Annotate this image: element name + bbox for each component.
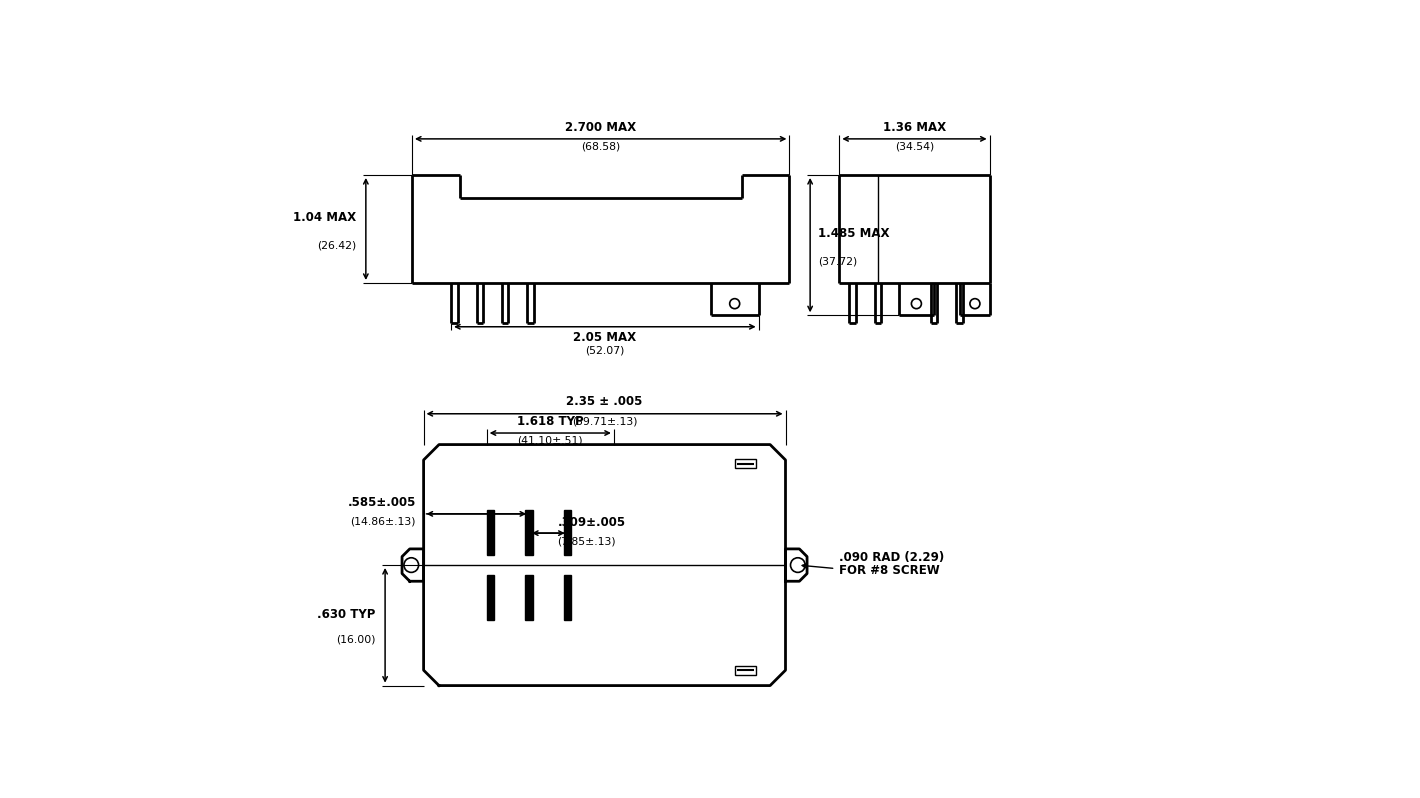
Text: .630 TYP: .630 TYP: [318, 608, 376, 621]
Text: (7.85±.13): (7.85±.13): [558, 536, 616, 546]
Text: 1.618 TYP: 1.618 TYP: [517, 416, 584, 429]
Text: 2.05 MAX: 2.05 MAX: [574, 331, 636, 345]
Bar: [487, 575, 494, 620]
Text: (52.07): (52.07): [585, 346, 625, 355]
Text: (34.54): (34.54): [895, 141, 934, 151]
Bar: [525, 575, 532, 620]
Text: (16.00): (16.00): [337, 634, 376, 645]
Text: (37.72): (37.72): [818, 257, 858, 267]
Text: 1.485 MAX: 1.485 MAX: [818, 227, 889, 239]
Text: FOR #8 SCREW: FOR #8 SCREW: [839, 564, 940, 577]
Text: (14.86±.13): (14.86±.13): [351, 517, 416, 527]
Text: 2.35 ± .005: 2.35 ± .005: [567, 395, 643, 409]
Text: .309±.005: .309±.005: [558, 516, 626, 528]
Bar: [564, 511, 571, 555]
Text: 1.04 MAX: 1.04 MAX: [294, 211, 356, 223]
Bar: [734, 666, 757, 675]
Bar: [734, 459, 757, 468]
Text: (59.71±.13): (59.71±.13): [572, 416, 638, 426]
Text: (26.42): (26.42): [317, 240, 356, 251]
Text: 2.700 MAX: 2.700 MAX: [565, 121, 636, 134]
Bar: [487, 511, 494, 555]
Text: .585±.005: .585±.005: [348, 496, 416, 509]
Text: (68.58): (68.58): [581, 141, 621, 151]
Text: (41.10±.51): (41.10±.51): [517, 436, 584, 445]
Bar: [525, 511, 532, 555]
Text: .090 RAD (2.29): .090 RAD (2.29): [839, 551, 944, 564]
Bar: [564, 575, 571, 620]
Text: 1.36 MAX: 1.36 MAX: [883, 121, 946, 134]
